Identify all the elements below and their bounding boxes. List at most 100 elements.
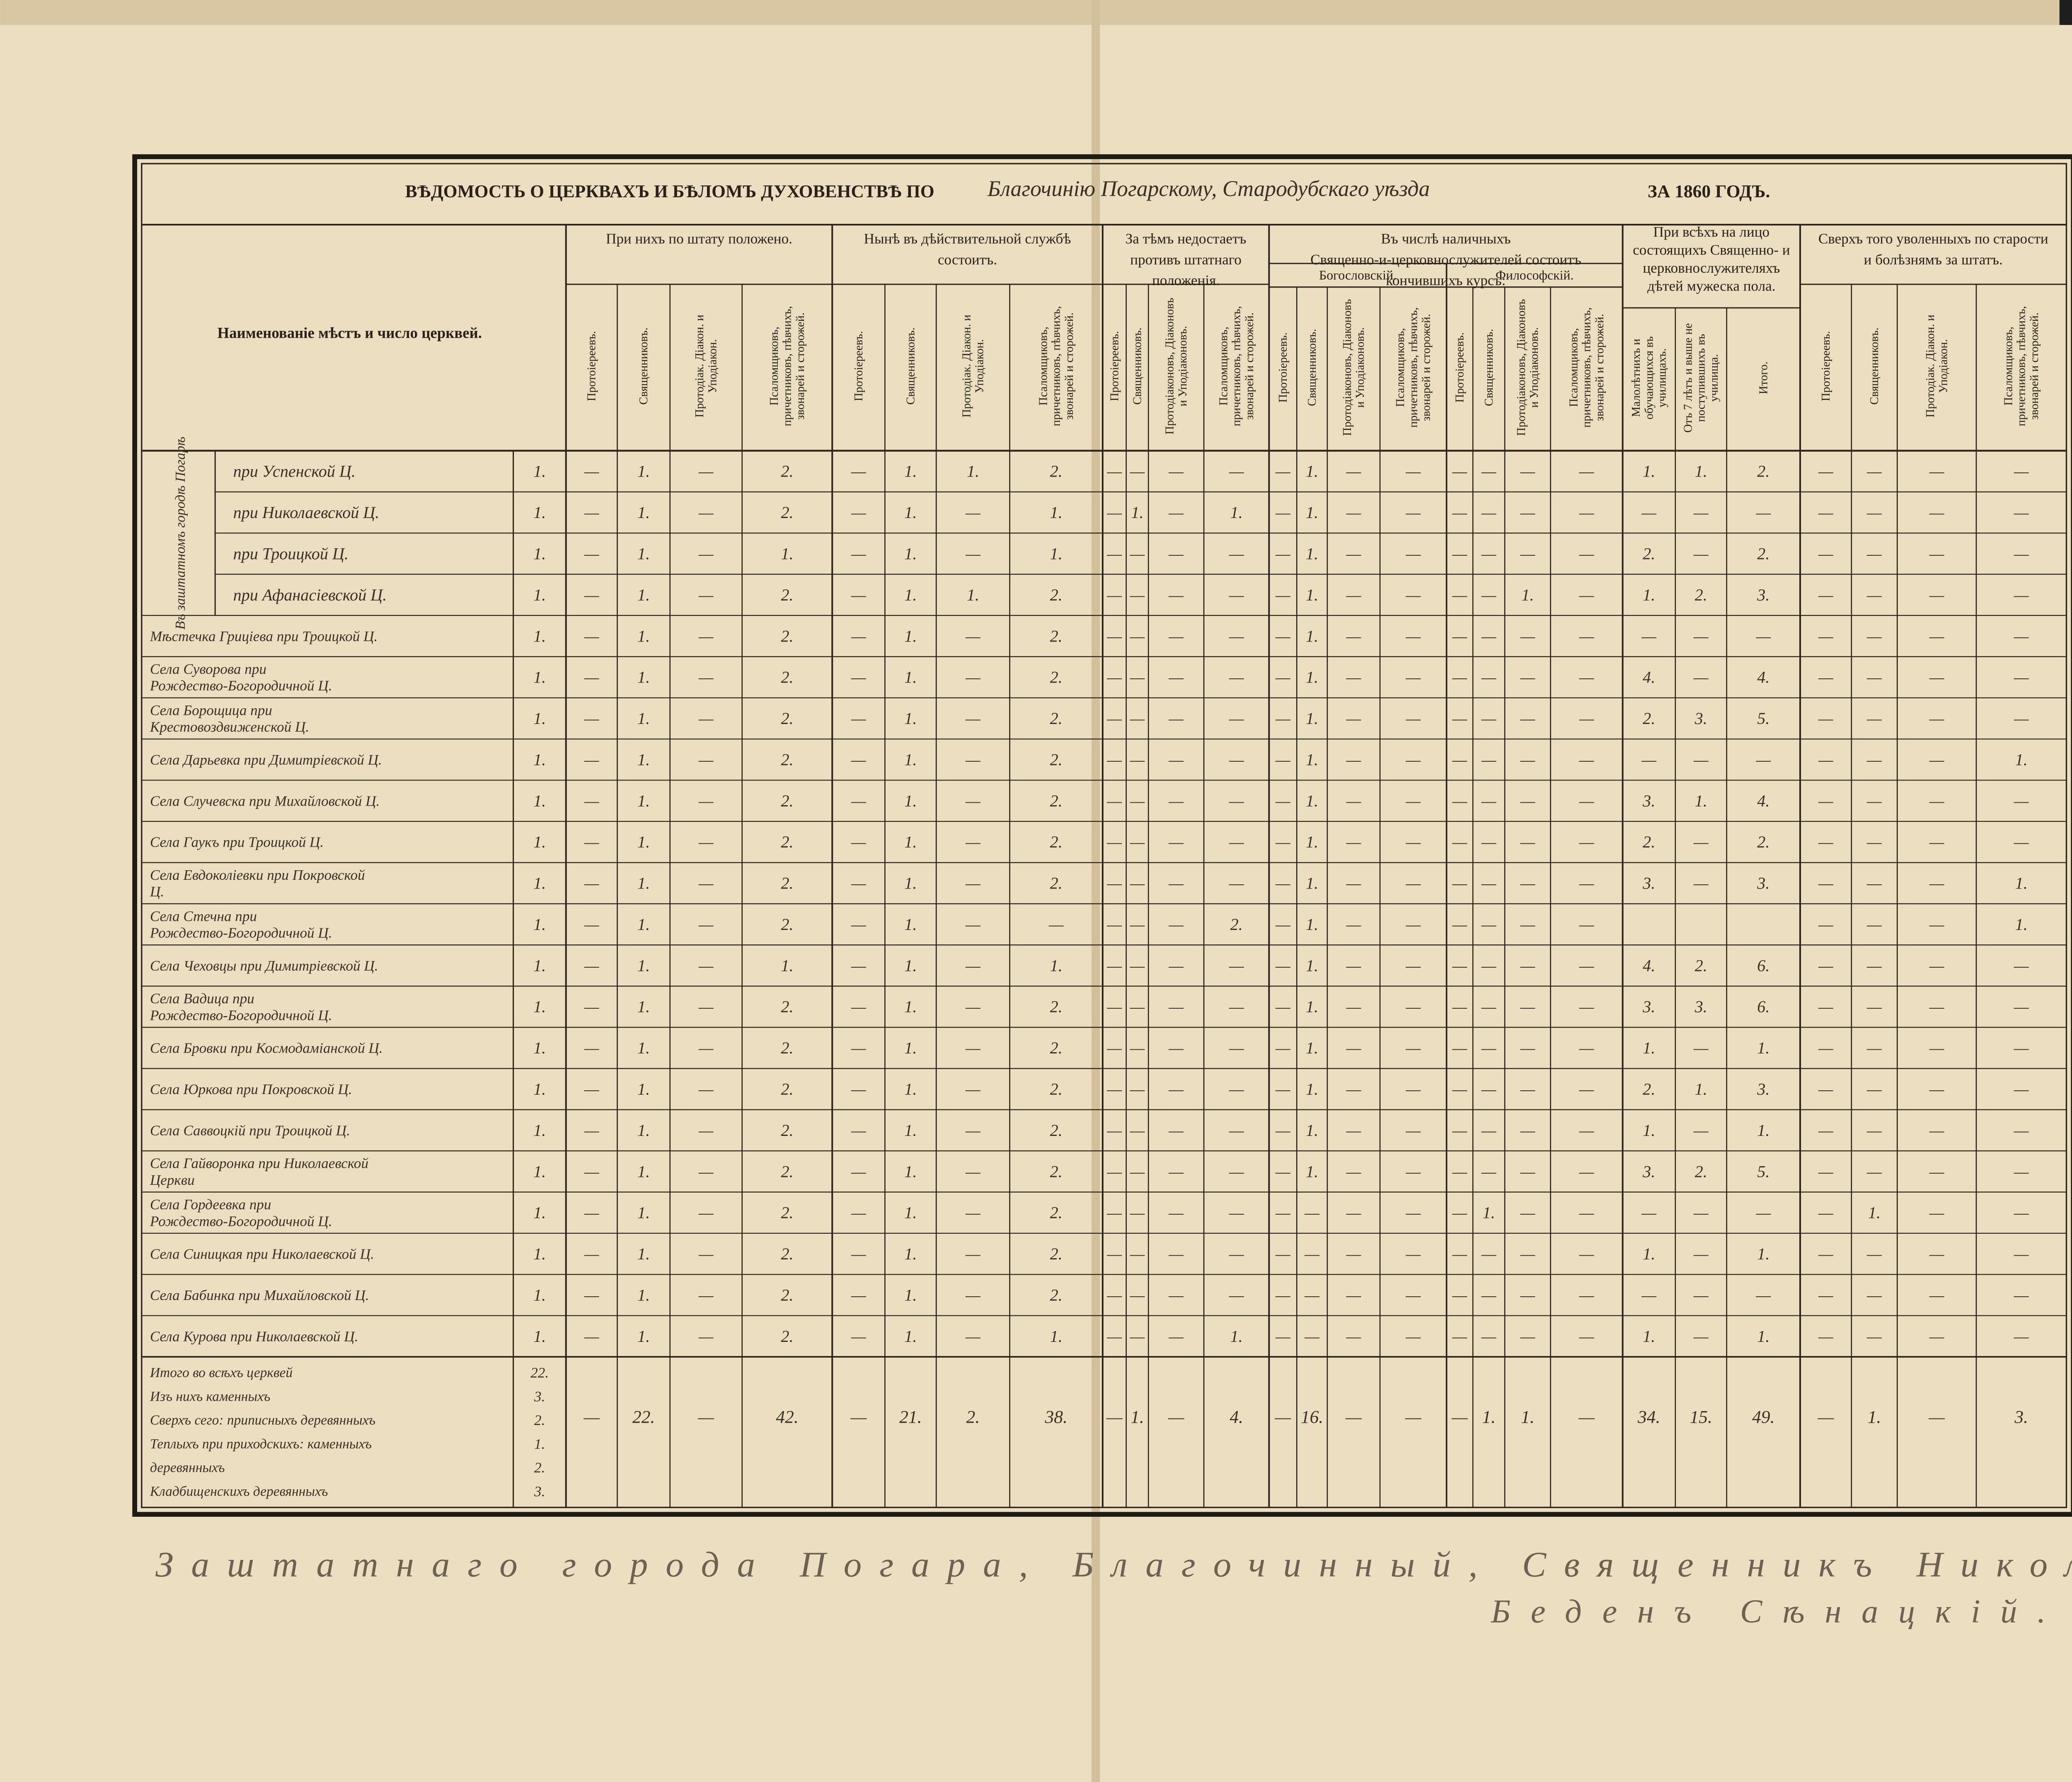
church-count: 1. bbox=[533, 668, 546, 687]
cell-value: — bbox=[1106, 462, 1122, 481]
cell-value: 1. bbox=[904, 1080, 917, 1099]
church-count: 1. bbox=[533, 1162, 546, 1181]
cell-value: 1. bbox=[637, 627, 650, 645]
cell-value: — bbox=[1520, 1162, 1535, 1181]
cell-value: — bbox=[1818, 956, 1833, 975]
cell-value: — bbox=[1866, 503, 1882, 522]
cell-value: — bbox=[2014, 503, 2029, 522]
cell-value: — bbox=[1818, 998, 1833, 1016]
row-name: Села Бабинка при Михайловской Ц. bbox=[150, 1287, 369, 1303]
cell-value: — bbox=[1346, 1039, 1361, 1057]
cell-value: — bbox=[584, 1080, 599, 1099]
cell-value: — bbox=[851, 1162, 866, 1181]
cell-value: — bbox=[1866, 833, 1882, 851]
cell-value: — bbox=[1481, 750, 1496, 769]
cell-value: — bbox=[1130, 1327, 1145, 1346]
cell-value: — bbox=[1346, 998, 1361, 1016]
cell-value: — bbox=[1520, 1121, 1535, 1140]
cell-value: — bbox=[1929, 833, 1944, 851]
cell-value: 3. bbox=[1757, 586, 1769, 604]
cell-value: — bbox=[1579, 1286, 1594, 1304]
cell-value: — bbox=[1168, 956, 1184, 975]
cell-value: — bbox=[1755, 503, 1771, 522]
cell-value: — bbox=[1452, 627, 1467, 645]
cell-value: — bbox=[1130, 998, 1145, 1016]
column-label: Протоіереевъ. bbox=[585, 331, 598, 401]
cell-value: — bbox=[2014, 1121, 2029, 1140]
cell-value: — bbox=[1275, 709, 1290, 728]
cell-value: — bbox=[1929, 1244, 1944, 1263]
cell-value: 4. bbox=[1643, 956, 1655, 975]
cell-value: 1. bbox=[2015, 874, 2028, 893]
cell-value: 2. bbox=[1050, 668, 1063, 687]
cell-value: — bbox=[1452, 833, 1467, 851]
cell-value: — bbox=[1818, 627, 1833, 645]
cell-value: 2. bbox=[1695, 1162, 1707, 1181]
cell-value: 2. bbox=[1643, 545, 1655, 563]
cell-value: — bbox=[2014, 998, 2029, 1016]
side-label: Въ заштатномъ городѣ Погарѣ bbox=[173, 436, 188, 630]
cell-value: — bbox=[965, 1039, 980, 1057]
cell-value: — bbox=[1641, 627, 1656, 645]
cell-value: 1. bbox=[1306, 668, 1318, 687]
cell-value: — bbox=[1929, 1203, 1944, 1222]
cell-value: — bbox=[1106, 709, 1122, 728]
cell-value: — bbox=[1579, 915, 1594, 934]
cell-value: — bbox=[1929, 1121, 1944, 1140]
cell-value: 2. bbox=[781, 998, 793, 1016]
cell-value: — bbox=[1168, 998, 1184, 1016]
total-label: Изъ нихъ каменныхъ bbox=[150, 1389, 271, 1404]
cell-value: — bbox=[1304, 1327, 1319, 1346]
cell-value: — bbox=[1929, 792, 1944, 810]
cell-value: 1. bbox=[904, 709, 917, 728]
cell-value: — bbox=[1275, 1121, 1290, 1140]
cell-value: — bbox=[1452, 1327, 1467, 1346]
cell-value: — bbox=[1693, 1327, 1709, 1346]
total-value: 38. bbox=[1045, 1407, 1067, 1427]
cell-value: — bbox=[1229, 874, 1244, 893]
cell-value: — bbox=[1130, 462, 1145, 481]
cell-value: 1. bbox=[637, 668, 650, 687]
cell-value: — bbox=[1520, 915, 1535, 934]
cell-value: — bbox=[1693, 1244, 1709, 1263]
cell-value: — bbox=[698, 709, 714, 728]
cell-value: — bbox=[1229, 833, 1244, 851]
cell-value: 1. bbox=[904, 1162, 917, 1181]
cell-value: — bbox=[1406, 874, 1421, 893]
cell-value: 2. bbox=[1695, 956, 1707, 975]
cell-value: — bbox=[1106, 545, 1122, 563]
row-name: Села Гордеевка при Рождество-Богородичной… bbox=[150, 1196, 332, 1229]
cell-value: — bbox=[851, 956, 866, 975]
cell-value: — bbox=[1693, 874, 1709, 893]
cell-value: — bbox=[1229, 1203, 1244, 1222]
cell-value: 1. bbox=[1306, 1080, 1318, 1099]
cell-value: — bbox=[584, 503, 599, 522]
church-count: 1. bbox=[533, 1121, 546, 1140]
cell-value: — bbox=[698, 915, 714, 934]
row-name: Села Гайворонка при Николаевской Церкви bbox=[150, 1155, 369, 1188]
cell-value: — bbox=[2014, 1162, 2029, 1181]
total-value: — bbox=[1451, 1407, 1468, 1427]
cell-value: — bbox=[1641, 750, 1656, 769]
row-name: Села Курова при Николаевской Ц. bbox=[150, 1328, 358, 1344]
cell-value: — bbox=[584, 1162, 599, 1181]
cell-value: — bbox=[1481, 503, 1496, 522]
column-label: Псаломщиковъ,причетниковъ, пѣвчихъ,звона… bbox=[1394, 307, 1433, 428]
cell-value: — bbox=[1130, 709, 1145, 728]
scan-edge bbox=[2059, 0, 2072, 25]
cell-value: 1. bbox=[904, 1039, 917, 1057]
cell-value: 1. bbox=[637, 1286, 650, 1304]
total-label: Кладбищенскихъ деревянныхъ bbox=[150, 1484, 328, 1499]
cell-value: 4. bbox=[1757, 668, 1769, 687]
cell-value: — bbox=[2014, 627, 2029, 645]
cell-value: — bbox=[2014, 956, 2029, 975]
cell-value: 2. bbox=[1230, 915, 1243, 934]
cell-value: — bbox=[1275, 998, 1290, 1016]
cell-value: 1. bbox=[1306, 462, 1318, 481]
cell-value: — bbox=[1520, 545, 1535, 563]
cell-value: — bbox=[1520, 462, 1535, 481]
cell-value: — bbox=[1106, 503, 1122, 522]
cell-value: — bbox=[2014, 1080, 2029, 1099]
cell-value: 2. bbox=[781, 1286, 793, 1304]
row-name: Села Синицкая при Николаевской Ц. bbox=[150, 1246, 374, 1262]
